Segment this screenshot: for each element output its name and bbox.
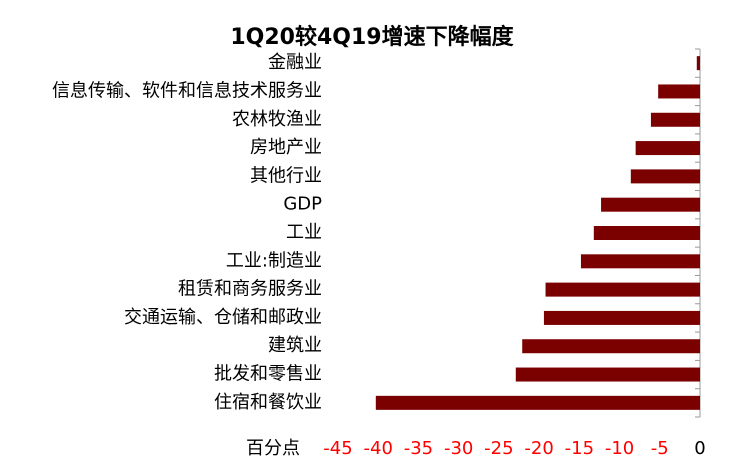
bar (650, 112, 700, 127)
x-tick-label: -5 (651, 438, 669, 459)
x-tick-label: -40 (364, 438, 393, 459)
y-tick-label: 其他行业 (250, 165, 322, 186)
y-tick-label: 交通运输、仓储和邮政业 (124, 307, 322, 328)
x-tick-label: -45 (323, 438, 352, 459)
x-tick-label: -10 (605, 438, 634, 459)
y-tick-label: 工业:制造业 (226, 250, 322, 271)
y-tick-label: 房地产业 (250, 137, 322, 158)
bar (696, 56, 700, 71)
x-tick-label: -30 (444, 438, 473, 459)
x-tick-label: -35 (404, 438, 433, 459)
bar (545, 282, 700, 297)
y-tick-label: GDP (283, 194, 322, 215)
y-tick-label: 住宿和餐饮业 (214, 392, 322, 413)
y-tick-label: 租赁和商务服务业 (178, 279, 322, 300)
y-tick-label: 批发和零售业 (214, 364, 322, 385)
bar (580, 254, 700, 269)
y-tick-label: 信息传输、软件和信息技术服务业 (52, 80, 322, 101)
bar (593, 226, 700, 240)
x-axis-label: 百分点 (246, 438, 300, 459)
bar (630, 169, 700, 184)
bar (601, 197, 700, 212)
bar (375, 395, 700, 410)
x-tick-label: -20 (524, 438, 553, 459)
y-tick-label: 金融业 (268, 52, 322, 73)
bar (635, 141, 700, 156)
x-tick-label: -25 (484, 438, 513, 459)
x-tick-label: -15 (565, 438, 594, 459)
bar (515, 367, 700, 382)
x-tick-label: 0 (694, 438, 705, 459)
chart-title: 1Q20较4Q19增速下降幅度 (230, 24, 514, 50)
y-tick-label: 工业 (286, 222, 322, 243)
bar (543, 310, 700, 325)
y-tick-label: 农林牧渔业 (232, 109, 322, 130)
y-tick-label: 建筑业 (268, 335, 322, 356)
bar (522, 339, 700, 354)
bar (658, 84, 700, 99)
